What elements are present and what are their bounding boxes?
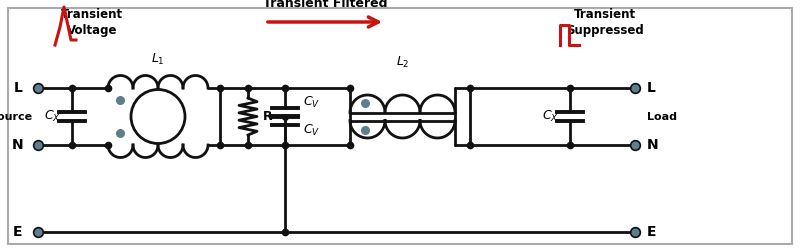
Text: $C_V$: $C_V$ (303, 123, 320, 138)
Text: L: L (14, 81, 22, 95)
Text: $C_X$: $C_X$ (542, 109, 558, 124)
Text: Transient
Voltage: Transient Voltage (61, 8, 123, 36)
Text: N: N (647, 138, 658, 152)
Text: E: E (647, 225, 657, 239)
Text: N: N (12, 138, 24, 152)
Text: Transient Filtered: Transient Filtered (262, 0, 387, 10)
Text: Source: Source (0, 112, 32, 122)
Text: R: R (263, 110, 273, 123)
Text: $L_1$: $L_1$ (151, 52, 165, 67)
Text: Load: Load (647, 112, 677, 122)
Text: E: E (14, 225, 22, 239)
Text: L: L (647, 81, 656, 95)
Text: $L_2$: $L_2$ (396, 55, 410, 70)
Text: Transient
Suppressed: Transient Suppressed (566, 8, 644, 36)
Text: $C_X$: $C_X$ (43, 109, 61, 124)
Text: $C_V$: $C_V$ (303, 95, 320, 110)
